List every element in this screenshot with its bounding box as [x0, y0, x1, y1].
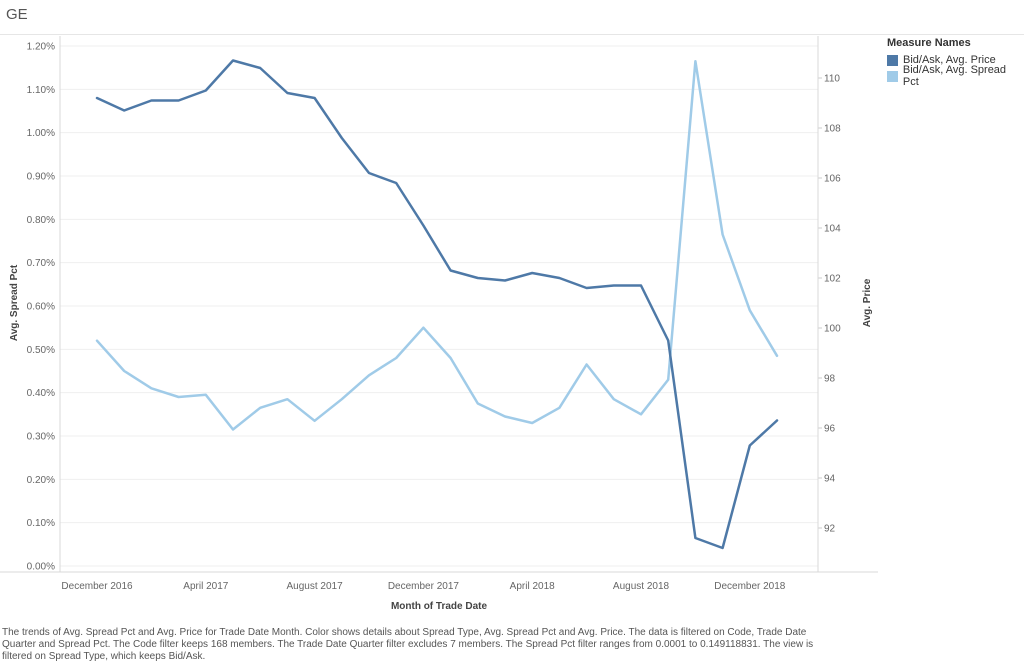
- x-tick-label: April 2017: [183, 581, 228, 592]
- y-left-tick-label: 0.60%: [27, 302, 55, 313]
- y-right-tick-label: 96: [824, 424, 836, 435]
- x-tick-label: December 2017: [388, 581, 460, 592]
- series-line-avg-spread-pct: [95, 59, 779, 431]
- y-left-tick-label: 0.40%: [27, 388, 55, 399]
- legend-item-spread[interactable]: Bid/Ask, Avg. Spread Pct: [887, 64, 1024, 88]
- title-divider: [0, 34, 1024, 35]
- y-left-tick-label: 0.80%: [27, 215, 55, 226]
- legend-title: Measure Names: [887, 37, 971, 49]
- x-tick-label: December 2016: [61, 581, 133, 592]
- dual-axis-line-chart[interactable]: 0.00% 0.10% 0.20% 0.30% 0.40% 0.50% 0.60% 0.70%…: [0, 0, 1024, 625]
- x-tick-label: August 2017: [287, 581, 344, 592]
- y-left-tick-label: 0.10%: [27, 518, 55, 529]
- y-right-axis-title: Avg. Price: [862, 278, 873, 327]
- y-left-tick-label: 1.00%: [27, 128, 55, 139]
- y-right-tick-label: 106: [824, 174, 841, 185]
- y-right-tick-label: 108: [824, 124, 841, 135]
- x-axis-title: Month of Trade Date: [391, 601, 488, 612]
- y-right-tick-label: 102: [824, 274, 841, 285]
- y-left-tick-label: 0.90%: [27, 172, 55, 183]
- y-left-tick-label: 0.70%: [27, 258, 55, 269]
- legend-swatch-spread: [887, 70, 898, 82]
- y-left-tick-label: 0.20%: [27, 475, 55, 486]
- y-left-tick-label: 1.10%: [27, 85, 55, 96]
- y-right-tick-label: 92: [824, 524, 836, 535]
- y-right-tick-label: 104: [824, 224, 841, 235]
- legend-label-spread: Bid/Ask, Avg. Spread Pct: [902, 64, 1007, 88]
- y-right-tick-label: 98: [824, 374, 836, 385]
- series-line-avg-price: [95, 59, 779, 550]
- x-tick-label: April 2018: [510, 581, 555, 592]
- legend-item-price[interactable]: Bid/Ask, Avg. Price: [887, 52, 1024, 68]
- legend-label-price: Bid/Ask, Avg. Price: [903, 54, 996, 66]
- legend-swatch-price: [887, 54, 898, 66]
- x-tick-label: August 2018: [613, 581, 670, 592]
- legend[interactable]: Measure Names Bid/Ask, Avg. Price Bid/As…: [887, 37, 1024, 88]
- sheet-title: GE: [6, 6, 28, 23]
- y-left-tick-label: 0.30%: [27, 432, 55, 443]
- y-left-tick-label: 0.50%: [27, 345, 55, 356]
- y-left-tick-label: 0.00%: [27, 562, 55, 573]
- y-left-tick-label: 1.20%: [27, 42, 55, 53]
- y-left-axis-title: Avg. Spread Pct: [9, 264, 20, 341]
- y-right-tick-label: 94: [824, 474, 836, 485]
- y-right-tick-label: 100: [824, 324, 841, 335]
- y-right-tick-label: 110: [824, 74, 840, 85]
- x-tick-label: December 2018: [714, 581, 786, 592]
- chart-caption: The trends of Avg. Spread Pct and Avg. P…: [2, 627, 814, 662]
